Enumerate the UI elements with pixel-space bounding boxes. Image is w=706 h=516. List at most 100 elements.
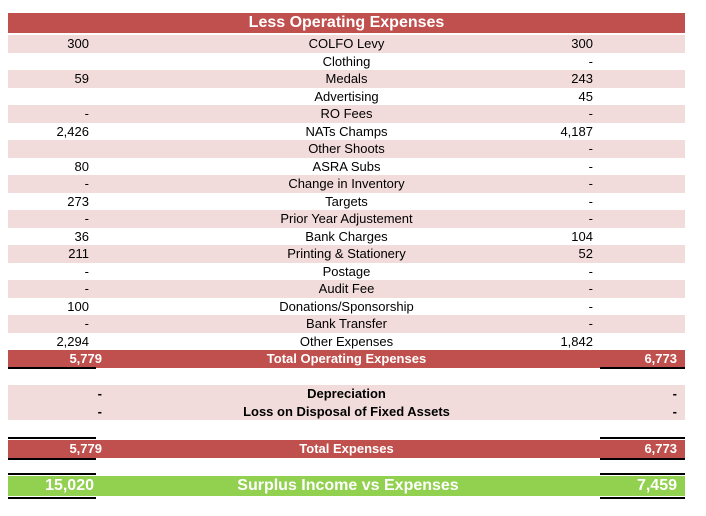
expense-right-value: 45 (578, 88, 593, 104)
loss-disposal-right: - (672, 403, 677, 419)
loss-disposal-label: Loss on Disposal of Fixed Assets (243, 403, 450, 419)
expense-row: - Change in Inventory - (8, 175, 685, 193)
expense-left-value: 100 (67, 298, 89, 314)
expense-right-value: - (588, 53, 593, 69)
expense-label: NATs Champs (305, 123, 388, 139)
expense-right-value: - (588, 211, 593, 226)
expense-label: Other Shoots (308, 141, 385, 156)
depreciation-row: - Depreciation - (8, 385, 685, 403)
expense-left-value: - (84, 176, 89, 191)
underline-right (600, 367, 685, 369)
surplus-topline-right (600, 473, 685, 475)
expense-right-value: 243 (571, 71, 593, 86)
expense-label: Audit Fee (318, 281, 375, 296)
surplus-row: 15,020 Surplus Income vs Expenses 7,459 (8, 476, 685, 496)
expense-label: COLFO Levy (308, 36, 385, 51)
expense-label: RO Fees (320, 106, 373, 121)
expense-label: Clothing (322, 53, 371, 69)
expense-label: Bank Transfer (306, 316, 387, 331)
expense-row: 2,426 NATs Champs 4,187 (8, 123, 685, 141)
expense-right-value: - (588, 106, 593, 121)
expense-right-value: - (588, 193, 593, 209)
expense-row: Clothing - (8, 53, 685, 71)
expense-row: 100 Donations/Sponsorship - (8, 298, 685, 316)
total-expenses-row: 5,779 Total Expenses 6,773 (8, 440, 685, 458)
expense-right-value: - (588, 298, 593, 314)
total-operating-left: 5,779 (69, 351, 102, 366)
depreciation-right: - (672, 386, 677, 401)
total-expenses-right: 6,773 (644, 441, 677, 456)
expense-row: 59 Medals 243 (8, 70, 685, 88)
expense-left-value: 59 (74, 71, 89, 86)
expense-row: 211 Printing & Stationery 52 (8, 245, 685, 263)
expense-left-value: - (84, 281, 89, 296)
expense-right-value: - (588, 176, 593, 191)
total-expenses-label: Total Expenses (299, 441, 394, 456)
expense-label: Bank Charges (305, 228, 388, 244)
total-expenses-left: 5,779 (69, 441, 102, 456)
expense-left-value: 211 (68, 246, 89, 261)
expense-row: 36 Bank Charges 104 (8, 228, 685, 246)
expense-label: Prior Year Adjustement (280, 211, 413, 226)
expense-label: Medals (325, 71, 368, 86)
expense-right-value: 4,187 (560, 123, 593, 139)
surplus-topline-left (8, 473, 96, 475)
depreciation-label: Depreciation (307, 386, 386, 401)
expense-right-value: - (588, 316, 593, 331)
expense-label: Donations/Sponsorship (279, 298, 414, 314)
expense-label: ASRA Subs (312, 158, 381, 174)
expense-left-value: 80 (74, 158, 89, 174)
expense-left-value: - (84, 211, 89, 226)
expense-label: Postage (322, 263, 371, 279)
surplus-underline-left (8, 497, 96, 499)
loss-disposal-row: - Loss on Disposal of Fixed Assets - (8, 402, 685, 420)
expense-row: Other Shoots - (8, 140, 685, 158)
expense-row: - RO Fees - (8, 105, 685, 123)
expense-row: - Prior Year Adjustement - (8, 210, 685, 228)
expense-left-value: - (84, 263, 89, 279)
total-operating-label: Total Operating Expenses (266, 351, 427, 366)
expense-row: 80 ASRA Subs - (8, 158, 685, 176)
surplus-label: Surplus Income vs Expenses (237, 477, 459, 494)
loss-disposal-left: - (97, 403, 102, 419)
surplus-underline-right (600, 497, 685, 499)
expense-row: 300 COLFO Levy 300 (8, 35, 685, 53)
total-expenses-topline-right (600, 437, 685, 439)
expense-label: Advertising (314, 88, 379, 104)
expense-left-value: 2,426 (56, 123, 89, 139)
expense-left-value: 2,294 (56, 333, 89, 349)
total-expenses-topline-left (8, 437, 96, 439)
expense-left-value: 273 (67, 193, 89, 209)
total-expenses-underline-left (8, 458, 96, 460)
expense-right-value: - (588, 281, 593, 296)
expense-left-value: 36 (74, 228, 89, 244)
expense-row: 273 Targets - (8, 193, 685, 211)
section-header: Less Operating Expenses (8, 13, 685, 33)
expense-left-value: - (84, 106, 89, 121)
expense-row: - Bank Transfer - (8, 315, 685, 333)
underline-left (8, 367, 96, 369)
total-expenses-underline-right (600, 458, 685, 460)
expense-right-value: - (588, 263, 593, 279)
expense-row: - Audit Fee - (8, 280, 685, 298)
expense-row: - Postage - (8, 263, 685, 281)
expense-label: Change in Inventory (288, 176, 405, 191)
expense-row: 2,294 Other Expenses 1,842 (8, 333, 685, 351)
surplus-right: 7,459 (636, 477, 677, 494)
expense-right-value: 1,842 (560, 333, 593, 349)
section-title: Less Operating Expenses (248, 14, 445, 31)
expense-label: Printing & Stationery (287, 246, 406, 261)
expense-right-value: - (588, 141, 593, 156)
expense-label: Targets (325, 193, 368, 209)
depreciation-left: - (97, 386, 102, 401)
expense-right-value: 52 (578, 246, 593, 261)
expense-right-value: 300 (571, 36, 593, 51)
expense-left-value: - (84, 316, 89, 331)
expense-label: Other Expenses (299, 333, 394, 349)
total-operating-right: 6,773 (644, 351, 677, 366)
expense-right-value: 104 (571, 228, 593, 244)
total-operating-row: 5,779 Total Operating Expenses 6,773 (8, 350, 685, 368)
expense-left-value: 300 (67, 36, 89, 51)
expense-row: Advertising 45 (8, 88, 685, 106)
surplus-left: 15,020 (45, 477, 94, 494)
